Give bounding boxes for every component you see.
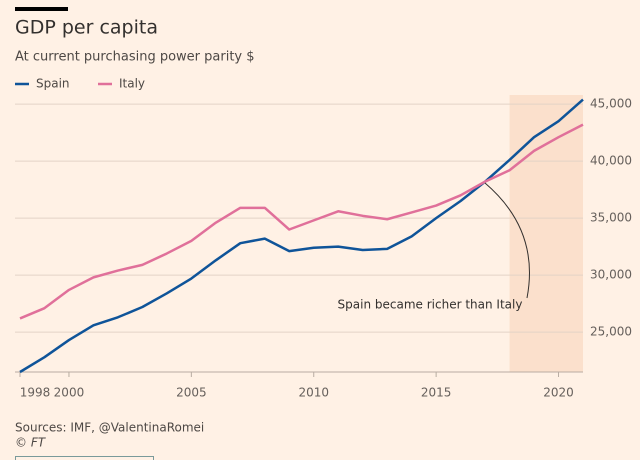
chart-subtitle: At current purchasing power parity $ xyxy=(15,50,255,65)
x-tick-label: 2005 xyxy=(176,386,207,400)
chart-title: GDP per capita xyxy=(15,17,158,39)
y-tick-label: 25,000 xyxy=(590,325,632,339)
lines-layer xyxy=(19,98,584,374)
annotation: Spain became richer than Italy xyxy=(338,298,523,312)
y-tick-label: 35,000 xyxy=(590,211,632,225)
annotation-line xyxy=(484,182,530,299)
legend-label: Italy xyxy=(119,77,145,91)
shade-layer xyxy=(509,95,583,372)
x-tick-label: 1998 xyxy=(20,386,51,400)
x-tick-label: 2020 xyxy=(543,386,574,400)
series-line xyxy=(19,123,584,320)
legend-label: Spain xyxy=(36,77,70,91)
y-tick-label: 40,000 xyxy=(590,154,632,168)
grid-layer xyxy=(15,103,583,377)
y-tick-label: 30,000 xyxy=(590,268,632,282)
y-tick-label: 45,000 xyxy=(590,97,632,111)
series-line xyxy=(19,98,584,374)
x-tick-label: 2010 xyxy=(298,386,329,400)
credit: © FT xyxy=(15,436,47,450)
footer-box xyxy=(15,456,154,460)
source: Sources: IMF, @ValentinaRomei xyxy=(15,421,204,435)
x-tick-label: 2015 xyxy=(421,386,452,400)
forecast-shade xyxy=(509,95,583,372)
x-tick-label: 2000 xyxy=(54,386,85,400)
top-bar xyxy=(15,7,68,11)
